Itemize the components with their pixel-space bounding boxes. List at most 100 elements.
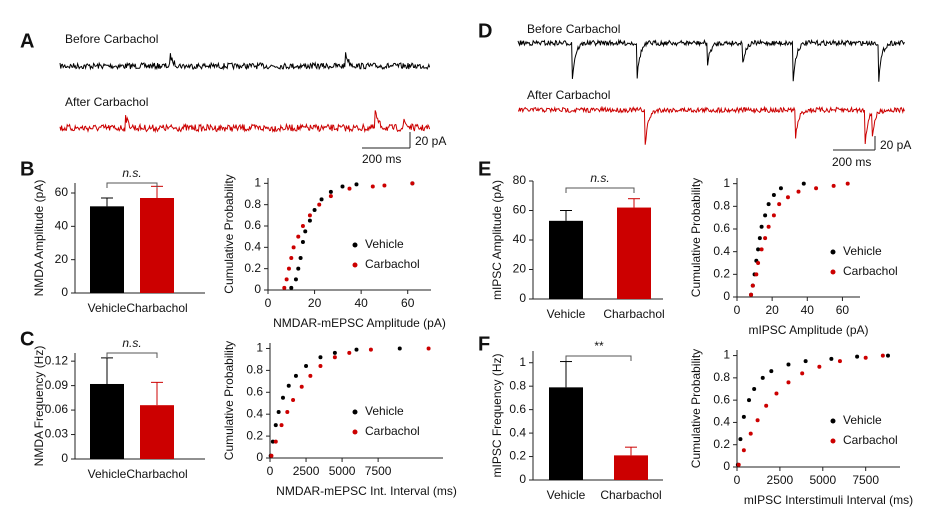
significance-bracket: [565, 355, 632, 361]
point: [736, 462, 741, 467]
y-tick-label: 40: [55, 219, 69, 233]
y-tick-label: 0.2: [713, 437, 730, 451]
annotation: **: [594, 339, 604, 353]
point: [300, 224, 305, 228]
point: [749, 292, 754, 297]
point: [880, 353, 885, 358]
x-tick-label: 0: [734, 473, 741, 487]
legend-marker: [352, 409, 358, 415]
x-tick-label: Vehicle: [547, 307, 586, 321]
legend-label: Vehicle: [365, 404, 404, 418]
point: [741, 414, 746, 419]
y-tick-label: 0.6: [509, 402, 526, 416]
point: [270, 439, 275, 444]
legend-label: Carbachol: [843, 264, 898, 278]
bar: [140, 198, 174, 293]
significance-bracket: [565, 187, 635, 193]
trace-label: Before Carbachol: [65, 32, 158, 46]
x-tick-label: 7500: [365, 464, 392, 478]
point: [829, 356, 834, 361]
panel-label: B: [20, 158, 34, 180]
legend-label: Vehicle: [843, 413, 882, 427]
trace: [517, 38, 905, 82]
point: [307, 213, 312, 218]
point: [752, 387, 757, 391]
x-axis-label: mIPSC Amplitude (pA): [748, 323, 868, 337]
annotation: n.s.: [122, 166, 141, 180]
point: [307, 218, 312, 223]
y-tick-label: 0: [519, 472, 526, 486]
point: [837, 359, 842, 364]
y-axis-label: mIPSC Frequency (Hz): [490, 353, 504, 477]
point: [855, 354, 860, 359]
point: [300, 240, 305, 244]
point: [370, 184, 375, 189]
point: [863, 355, 868, 360]
x-tick-label: 0: [267, 464, 274, 478]
point: [756, 261, 761, 265]
x-axis-label: NMDAR-mEPSC Int. Interval (ms): [276, 484, 457, 498]
legend-marker: [830, 249, 836, 255]
x-tick-label: 40: [801, 303, 815, 317]
point: [796, 189, 801, 194]
point: [757, 236, 762, 241]
trace-label: Before Carbachol: [527, 22, 620, 36]
point: [786, 362, 791, 367]
y-tick-label: 1: [254, 176, 261, 190]
point: [273, 439, 278, 444]
trace: [59, 52, 431, 71]
point: [747, 398, 752, 403]
point: [284, 277, 289, 282]
y-axis-label: Cumulative Probability: [222, 341, 236, 460]
scale-label: 20 pA: [880, 138, 911, 152]
point: [293, 277, 298, 282]
y-tick-label: 0.09: [45, 378, 69, 392]
y-tick-label: 0.2: [244, 261, 261, 275]
x-tick-label: 0: [734, 303, 741, 317]
panel-label: F: [478, 333, 490, 355]
point: [760, 375, 765, 380]
significance-bracket: [106, 182, 158, 188]
point: [771, 213, 776, 218]
point: [296, 266, 301, 271]
x-axis-label: mIPSC Interstimuli Interval (ms): [744, 493, 913, 507]
point: [303, 229, 308, 234]
point: [777, 202, 782, 207]
legend-label: Carbachol: [843, 433, 898, 447]
point: [845, 181, 850, 186]
bar: [140, 405, 174, 459]
point: [273, 423, 278, 428]
x-tick-label: 60: [836, 303, 850, 317]
x-tick-label: Vehicle: [88, 301, 127, 315]
y-tick-label: 80: [513, 173, 527, 187]
x-tick-label: Charbachol: [603, 307, 664, 321]
point: [766, 224, 771, 229]
point: [382, 183, 387, 188]
y-tick-label: 0.2: [713, 267, 730, 281]
y-tick-label: 0: [723, 459, 730, 473]
legend-marker: [830, 438, 836, 444]
scale-label: 200 ms: [362, 152, 401, 166]
point: [764, 403, 769, 408]
bar: [549, 387, 583, 480]
point: [319, 197, 324, 202]
point: [756, 247, 761, 252]
point: [328, 189, 333, 194]
legend-marker: [352, 242, 358, 248]
bar: [614, 455, 648, 480]
y-tick-label: 0.8: [244, 197, 261, 211]
y-tick-label: 0.6: [246, 384, 263, 398]
point: [293, 373, 298, 378]
y-tick-label: 1: [256, 341, 263, 355]
y-tick-label: 0.06: [45, 402, 69, 416]
y-tick-label: 0.4: [713, 415, 730, 429]
point: [285, 410, 290, 414]
y-tick-label: 0: [519, 291, 526, 305]
point: [785, 195, 790, 200]
point: [289, 285, 294, 290]
point: [774, 391, 779, 396]
y-tick-label: 0.8: [713, 370, 730, 384]
point: [347, 186, 352, 191]
legend-label: Vehicle: [843, 244, 882, 258]
point: [276, 410, 281, 414]
